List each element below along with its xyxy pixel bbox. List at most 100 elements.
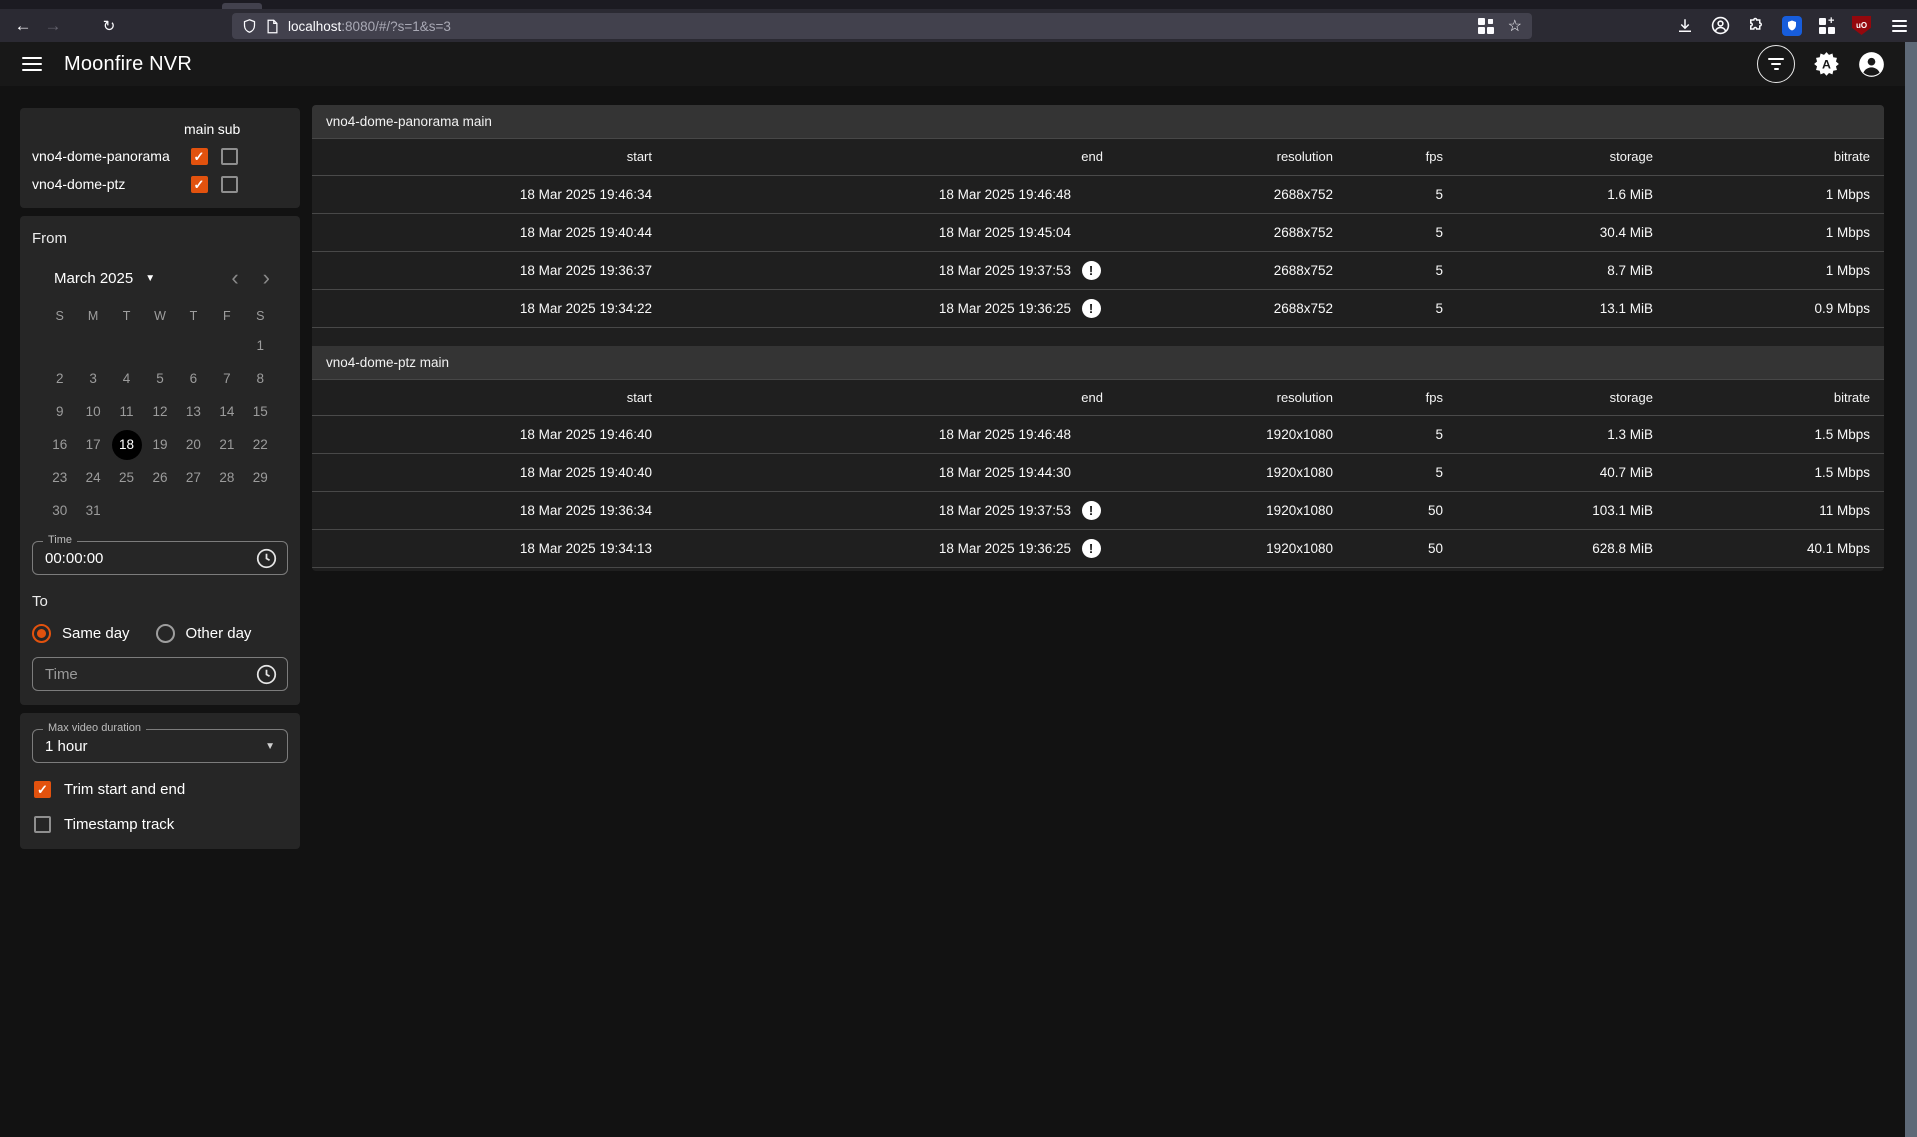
cell-end[interactable]: 18 Mar 2025 19:36:25	[666, 289, 1117, 328]
to-time-field[interactable]: Time	[32, 657, 288, 691]
calendar-day[interactable]: 24	[85, 470, 101, 485]
calendar-day[interactable]: 26	[152, 470, 168, 485]
cell-end[interactable]: 18 Mar 2025 19:37:53	[666, 251, 1117, 290]
calendar-day[interactable]: 1	[256, 338, 265, 353]
calendar-day[interactable]: 11	[119, 404, 134, 419]
cell-start[interactable]: 18 Mar 2025 19:36:37	[312, 251, 666, 290]
to-time-placeholder[interactable]: Time	[45, 665, 78, 683]
from-time-value[interactable]: 00:00:00	[45, 549, 104, 567]
calendar-day[interactable]: 29	[252, 470, 268, 485]
timestamp-checkbox-label[interactable]: Timestamp track	[64, 816, 175, 833]
calendar-day[interactable]: 7	[223, 371, 231, 386]
calendar-day[interactable]: 27	[185, 470, 201, 485]
calendar-day[interactable]: 12	[152, 404, 168, 419]
calendar-day[interactable]: 8	[256, 371, 265, 386]
calendar-day[interactable]: 20	[185, 437, 201, 452]
sub-stream-checkbox[interactable]	[220, 147, 238, 165]
cell-start[interactable]: 18 Mar 2025 19:40:40	[312, 453, 666, 492]
calendar-day[interactable]: 13	[185, 404, 201, 419]
calendar-day[interactable]: 16	[52, 437, 68, 452]
cell-end[interactable]: 18 Mar 2025 19:45:04	[666, 213, 1117, 252]
recording-row[interactable]: 18 Mar 2025 19:34:13 18 Mar 2025 19:36:25…	[312, 529, 1884, 568]
recording-row[interactable]: 18 Mar 2025 19:46:40 18 Mar 2025 19:46:48…	[312, 415, 1884, 454]
cell-start[interactable]: 18 Mar 2025 19:36:34	[312, 491, 666, 530]
back-icon[interactable]	[8, 13, 38, 39]
url-bar[interactable]: localhost:8080/#/?s=1&s=3	[232, 13, 1532, 39]
warning-icon[interactable]	[1081, 298, 1101, 318]
cell-end[interactable]: 18 Mar 2025 19:36:25	[666, 529, 1117, 568]
calendar-day[interactable]: 30	[52, 503, 68, 518]
calendar-day[interactable]: 9	[55, 404, 64, 419]
radio-other-day[interactable]	[155, 624, 175, 643]
extension-grid-icon[interactable]	[1819, 17, 1835, 34]
calendar-prev-icon[interactable]	[231, 267, 238, 289]
page-info-icon[interactable]	[266, 19, 279, 34]
warning-icon[interactable]	[1081, 260, 1101, 280]
warning-icon[interactable]	[1081, 539, 1101, 558]
calendar-day[interactable]: 31	[85, 503, 101, 518]
calendar-day[interactable]: 23	[52, 470, 68, 485]
from-time-field[interactable]: Time 00:00:00	[32, 534, 288, 575]
page-scrollbar[interactable]	[1905, 42, 1917, 1137]
forward-icon[interactable]	[38, 13, 68, 39]
calendar-next-icon[interactable]	[263, 267, 270, 289]
filter-button[interactable]	[1757, 45, 1795, 83]
containers-icon[interactable]	[1477, 18, 1494, 34]
timestamp-checkbox[interactable]	[34, 816, 51, 833]
cell-start[interactable]: 18 Mar 2025 19:46:34	[312, 175, 666, 214]
calendar-day[interactable]: 19	[152, 437, 168, 452]
shield-permissions-icon[interactable]	[242, 18, 257, 34]
calendar-day[interactable]: 10	[85, 404, 101, 419]
radio-same-day[interactable]	[32, 624, 51, 643]
recording-row[interactable]: 18 Mar 2025 19:36:34 18 Mar 2025 19:37:53…	[312, 491, 1884, 530]
max-duration-value[interactable]: 1 hour	[45, 737, 88, 755]
calendar-month-label[interactable]: March 2025	[54, 269, 134, 287]
clock-icon[interactable]	[256, 664, 277, 690]
clock-icon[interactable]	[256, 548, 277, 574]
recording-row[interactable]: 18 Mar 2025 19:40:40 18 Mar 2025 19:44:30…	[312, 453, 1884, 492]
calendar-day[interactable]: 4	[122, 371, 131, 386]
recording-row[interactable]: 18 Mar 2025 19:36:37 18 Mar 2025 19:37:53…	[312, 251, 1884, 290]
main-stream-checkbox[interactable]	[190, 175, 208, 193]
extensions-puzzle-icon[interactable]	[1747, 17, 1765, 35]
profile-icon[interactable]	[1858, 51, 1885, 78]
calendar-day[interactable]: 5	[156, 371, 164, 386]
cell-start[interactable]: 18 Mar 2025 19:46:40	[312, 415, 666, 454]
calendar-day[interactable]: 3	[89, 371, 97, 386]
cell-start[interactable]: 18 Mar 2025 19:40:44	[312, 213, 666, 252]
max-duration-select[interactable]: Max video duration 1 hour	[32, 722, 288, 763]
calendar-day[interactable]: 22	[252, 437, 268, 452]
trim-checkbox-row[interactable]: Trim start and end	[32, 781, 288, 798]
browser-menu-icon[interactable]	[1892, 19, 1907, 32]
calendar-day[interactable]: 21	[219, 437, 235, 452]
scrollbar-thumb[interactable]	[1905, 42, 1917, 1137]
calendar-day[interactable]: 6	[189, 371, 198, 386]
trim-checkbox[interactable]	[34, 781, 51, 798]
cell-start[interactable]: 18 Mar 2025 19:34:13	[312, 529, 666, 568]
recording-row[interactable]: 18 Mar 2025 19:34:22 18 Mar 2025 19:36:25…	[312, 289, 1884, 328]
timestamp-checkbox-row[interactable]: Timestamp track	[32, 816, 288, 833]
reload-icon[interactable]	[94, 13, 124, 39]
ublock-extension-icon[interactable]	[1852, 16, 1871, 35]
calendar-day[interactable]: 18	[110, 428, 143, 461]
recording-row[interactable]: 18 Mar 2025 19:40:44 18 Mar 2025 19:45:04…	[312, 213, 1884, 252]
calendar-day[interactable]: 25	[119, 470, 135, 485]
account-icon[interactable]	[1711, 16, 1730, 35]
url-text[interactable]: localhost:8080/#/?s=1&s=3	[288, 18, 451, 34]
recording-row[interactable]: 18 Mar 2025 19:46:34 18 Mar 2025 19:46:48…	[312, 175, 1884, 214]
downloads-icon[interactable]	[1676, 17, 1694, 35]
calendar-day[interactable]: 2	[55, 371, 64, 386]
calendar-day[interactable]: 15	[252, 404, 268, 419]
warning-icon[interactable]	[1081, 501, 1101, 520]
cell-end[interactable]: 18 Mar 2025 19:46:48	[666, 175, 1117, 214]
theme-auto-icon[interactable]: A	[1813, 51, 1840, 78]
cell-end[interactable]: 18 Mar 2025 19:44:30	[666, 453, 1117, 492]
bookmark-star-icon[interactable]	[1508, 16, 1522, 36]
radio-label[interactable]: Same day	[62, 625, 130, 642]
trim-checkbox-label[interactable]: Trim start and end	[64, 781, 186, 798]
cell-end[interactable]: 18 Mar 2025 19:46:48	[666, 415, 1117, 454]
calendar-month-caret-icon[interactable]	[145, 273, 155, 284]
calendar-day[interactable]: 28	[219, 470, 235, 485]
cell-end[interactable]: 18 Mar 2025 19:37:53	[666, 491, 1117, 530]
calendar-day[interactable]: 14	[219, 404, 235, 419]
